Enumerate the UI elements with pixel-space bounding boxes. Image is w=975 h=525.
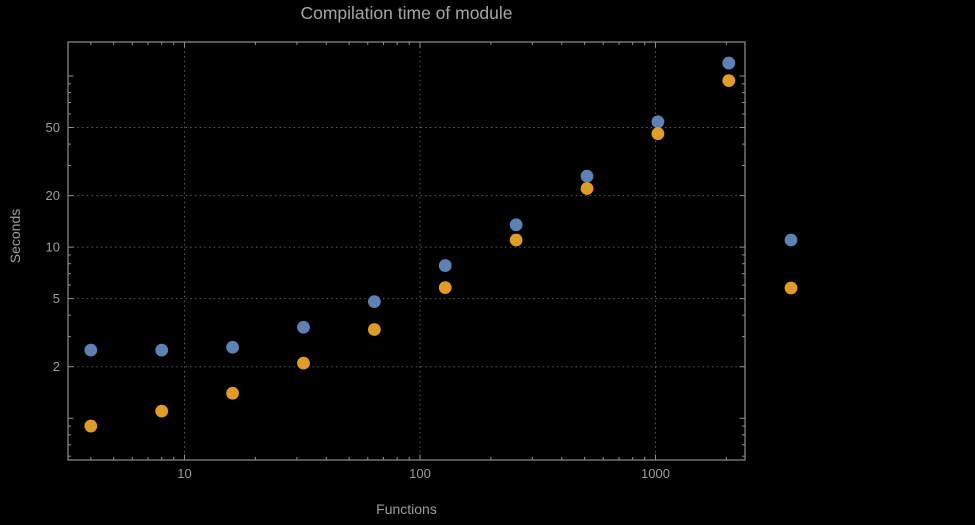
data-point-series-2 — [722, 74, 736, 87]
x-tick-label: 1000 — [641, 466, 670, 481]
data-point-series-2 — [297, 356, 310, 370]
x-tick-label: 100 — [409, 466, 431, 481]
data-point-series-2 — [580, 182, 594, 195]
y-tick-label: 10 — [46, 240, 60, 255]
data-point-series-2 — [367, 323, 381, 336]
y-tick-label: 20 — [46, 188, 60, 203]
data-point-series-1 — [722, 56, 736, 70]
x-axis-label: Functions — [376, 501, 437, 517]
legend-marker — [784, 281, 798, 295]
chart-title: Compilation time of module — [300, 3, 513, 23]
data-point-series-2 — [651, 127, 665, 141]
data-point-series-1 — [509, 218, 523, 232]
legend-marker — [784, 233, 798, 247]
y-tick-label: 2 — [53, 359, 60, 374]
data-point-series-2 — [226, 386, 239, 400]
data-point-series-1 — [226, 340, 239, 354]
data-point-series-2 — [509, 233, 523, 247]
y-tick-label: 50 — [46, 120, 60, 135]
data-point-series-1 — [580, 169, 594, 183]
plot-frame — [67, 41, 746, 461]
data-point-series-1 — [367, 295, 381, 309]
data-point-series-1 — [84, 343, 98, 357]
data-point-series-2 — [84, 419, 98, 433]
data-point-series-1 — [155, 343, 169, 357]
data-point-series-1 — [651, 115, 665, 129]
x-tick-label: 10 — [177, 466, 191, 481]
data-point-series-2 — [438, 281, 452, 294]
data-point-series-1 — [438, 259, 452, 272]
data-point-series-1 — [297, 320, 310, 334]
data-point-series-2 — [155, 404, 169, 418]
y-tick-label: 5 — [53, 291, 60, 306]
